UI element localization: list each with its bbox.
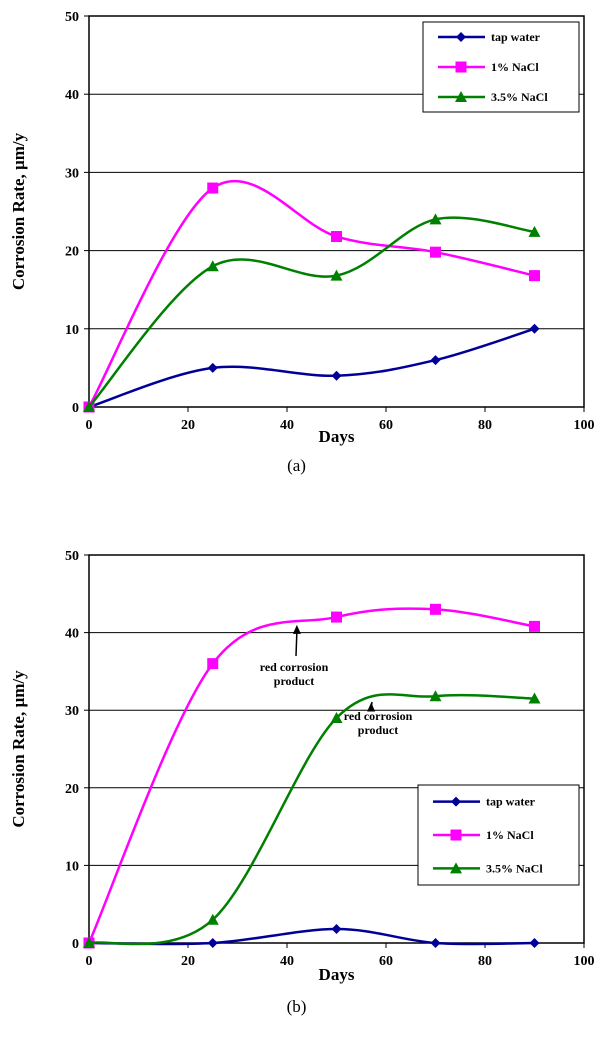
x-tick-label: 20	[181, 954, 195, 969]
data-point	[528, 692, 541, 704]
legend-label: 1% NaCl	[486, 828, 534, 842]
series-3-5-nacl	[83, 690, 541, 948]
x-axis-label: Days	[319, 427, 355, 446]
legend-label: tap water	[486, 795, 536, 809]
legend-label: 3.5% NaCl	[491, 90, 548, 104]
y-axis-label: Corrosion Rate, µm/y	[9, 132, 28, 290]
y-tick-label: 50	[65, 549, 79, 564]
plot-area-border	[88, 554, 585, 944]
annotation-arrow-head	[367, 702, 376, 712]
data-point	[429, 690, 442, 702]
x-tick-label: 100	[574, 954, 595, 969]
y-tick-label: 30	[65, 704, 79, 719]
legend-swatch-marker	[451, 796, 461, 807]
series-line	[88, 927, 535, 946]
x-tick-label: 60	[379, 954, 393, 969]
series-line	[88, 693, 535, 946]
data-point	[207, 658, 219, 670]
y-tick-label: 40	[65, 627, 79, 642]
data-point	[430, 355, 441, 366]
series-1-nacl	[83, 603, 540, 949]
y-tick-label: 10	[65, 323, 79, 338]
y-tick-label: 0	[72, 401, 79, 416]
y-tick-label: 50	[65, 10, 79, 25]
y-tick-label: 20	[65, 245, 79, 260]
annotation-text: red corrosion	[260, 660, 329, 674]
data-point	[207, 182, 219, 194]
data-point	[206, 913, 219, 925]
data-point	[528, 225, 541, 237]
legend-swatch-marker	[450, 862, 462, 874]
annotation-text: red corrosion	[344, 709, 413, 723]
x-tick-label: 80	[478, 418, 492, 433]
x-tick-label: 0	[86, 418, 93, 433]
x-tick-label: 20	[181, 418, 195, 433]
series-line	[88, 216, 535, 408]
data-point	[207, 938, 218, 948]
data-point	[83, 937, 95, 948]
x-tick-label: 40	[280, 954, 294, 969]
series-1-nacl	[83, 179, 540, 413]
data-point	[331, 611, 342, 623]
panel-label: (a)	[287, 456, 306, 475]
data-point	[83, 401, 95, 412]
annotation-arrow-head	[292, 624, 301, 634]
panel-label: (b)	[287, 997, 307, 1016]
legend-swatch-marker	[456, 32, 466, 42]
legend: tap water 1% NaCl 3.5% NaCl	[417, 784, 580, 886]
data-point	[430, 603, 441, 615]
y-tick-label: 0	[72, 937, 79, 952]
y-tick-label: 30	[65, 166, 79, 181]
x-tick-label: 0	[86, 954, 93, 969]
data-point	[206, 260, 219, 272]
data-point	[331, 370, 342, 381]
legend-swatch-marker	[455, 91, 467, 102]
data-point	[331, 924, 342, 935]
plot-area-border	[88, 15, 585, 408]
data-point	[430, 246, 441, 258]
legend-label: 1% NaCl	[491, 60, 539, 74]
data-point	[529, 270, 540, 282]
data-point	[529, 938, 540, 948]
series-tap-water	[84, 323, 540, 412]
y-axis-label: Corrosion Rate, µm/y	[9, 670, 28, 828]
y-tick-label: 20	[65, 782, 79, 797]
legend-label: tap water	[491, 30, 541, 44]
x-tick-label: 40	[280, 418, 294, 433]
legend: tap water 1% NaCl 3.5% NaCl	[422, 21, 580, 113]
chart-panel-b: 0 10 20 30 40 50 0 20 40 60 80 100 Days Corrosion Rat…	[9, 549, 595, 1016]
chart-panel-a: 0 10 20 30 40 50 0 20 40 60 80 100 Days Corrosion Rat…	[9, 10, 595, 475]
annotation-arrow-line	[295, 630, 298, 657]
annotation-text: product	[358, 723, 398, 737]
data-point	[207, 362, 218, 373]
legend-label: 3.5% NaCl	[486, 861, 543, 875]
data-point	[330, 269, 343, 281]
data-point	[529, 323, 540, 334]
x-axis-label: Days	[319, 965, 355, 984]
data-point	[430, 938, 441, 948]
series-line	[88, 327, 535, 409]
data-point	[429, 213, 442, 225]
x-tick-label: 100	[574, 418, 595, 433]
y-tick-label: 10	[65, 859, 79, 874]
series-3-5-nacl	[83, 213, 541, 412]
data-point	[529, 620, 540, 632]
y-tick-label: 40	[65, 88, 79, 103]
legend-swatch-marker	[455, 61, 467, 73]
annotation-text: product	[274, 674, 314, 688]
series-line	[87, 179, 535, 408]
x-tick-label: 60	[379, 418, 393, 433]
x-tick-label: 80	[478, 954, 492, 969]
data-point	[331, 231, 342, 243]
data-point	[330, 711, 343, 723]
legend-swatch-marker	[450, 829, 462, 841]
series-line	[87, 607, 535, 944]
